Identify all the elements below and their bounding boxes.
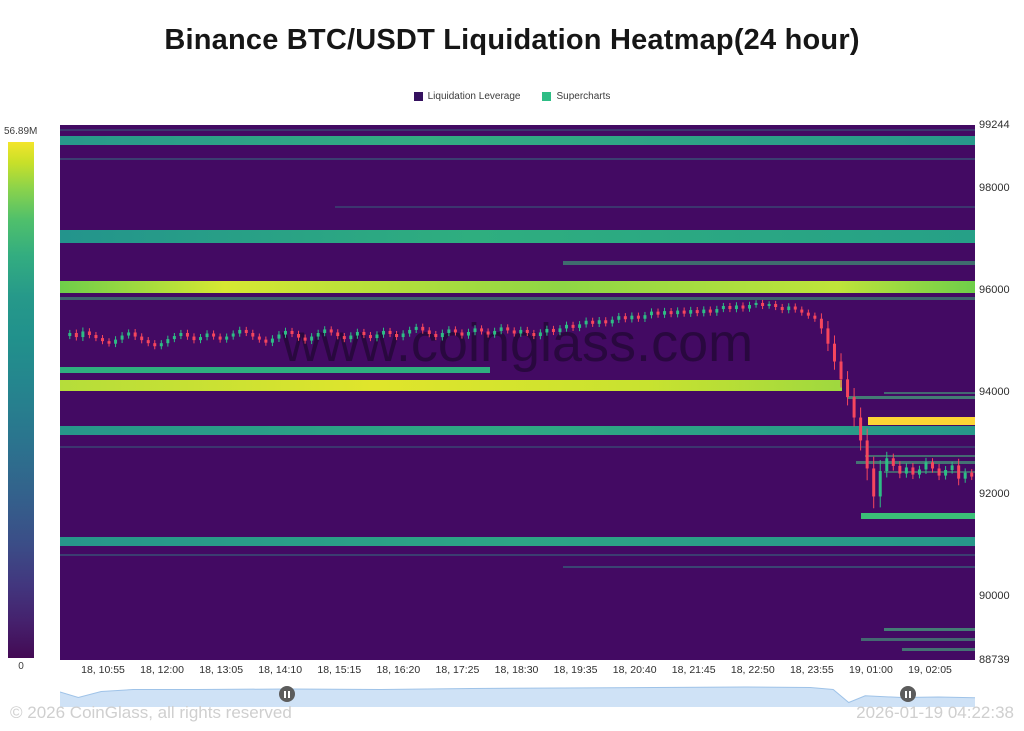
- price-axis-label: 96000: [979, 284, 1010, 297]
- time-axis-label: 18, 10:55: [81, 664, 125, 676]
- time-axis-label: 18, 23:55: [789, 664, 834, 676]
- price-axis-label: 98000: [979, 182, 1010, 195]
- price-axis-label: 94000: [979, 386, 1010, 399]
- liquidation-band: [60, 554, 975, 557]
- time-axis-label: 19, 02:05: [908, 664, 952, 676]
- page-title: Binance BTC/USDT Liquidation Heatmap(24 …: [164, 24, 860, 56]
- liquidation-band: [860, 513, 975, 520]
- liquidation-band: [60, 136, 975, 146]
- liquidation-band: [883, 627, 975, 631]
- legend-item-supercharts[interactable]: Supercharts: [542, 91, 610, 102]
- liquidation-band: [60, 281, 975, 294]
- liquidation-band: [60, 157, 975, 160]
- navigator-handle-left[interactable]: [278, 686, 295, 702]
- liquidation-band: [334, 206, 975, 209]
- liquidation-band: [901, 647, 975, 651]
- liquidation-band: [60, 229, 975, 243]
- navigator-handle-right[interactable]: [900, 686, 917, 702]
- liquidation-band: [846, 396, 975, 400]
- legend-swatch-green-icon: [542, 92, 552, 101]
- price-axis-label: 92000: [979, 487, 1010, 500]
- time-axis-label: 18, 17:25: [435, 664, 480, 676]
- liquidation-band: [865, 454, 975, 457]
- time-axis-label: 18, 15:15: [317, 664, 362, 676]
- legend-swatch-purple-icon: [413, 92, 423, 101]
- watermark: www.coinglass.com: [281, 313, 754, 373]
- legend-label: Liquidation Leverage: [427, 91, 521, 102]
- time-axis-label: 18, 22:50: [730, 664, 775, 676]
- chart-legend: Liquidation Leverage Supercharts: [0, 91, 1024, 102]
- legend-item-liquidation-leverage[interactable]: Liquidation Leverage: [413, 91, 521, 102]
- time-axis-label: 18, 20:40: [612, 664, 657, 676]
- price-axis-label: 90000: [979, 589, 1010, 602]
- liquidation-band: [860, 637, 975, 641]
- liquidation-band: [60, 379, 843, 391]
- liquidation-band: [883, 392, 975, 395]
- time-axis-label: 18, 16:20: [376, 664, 421, 676]
- liquidation-band: [563, 260, 975, 265]
- liquidation-band: [60, 445, 975, 448]
- heatmap-canvas[interactable]: www.coinglass.com: [60, 125, 975, 660]
- liquidation-bands-layer: [60, 125, 975, 660]
- liquidation-band: [867, 417, 975, 426]
- colorbar-min-label: 0: [18, 661, 24, 672]
- colorbar-max-label: 56.89M: [4, 126, 38, 137]
- time-axis-label: 18, 18:30: [494, 664, 539, 676]
- time-axis-label: 18, 21:45: [671, 664, 716, 676]
- navigator[interactable]: [60, 682, 975, 707]
- candlestick-layer: [68, 299, 974, 509]
- liquidation-band: [60, 537, 975, 547]
- liquidation-band: [563, 566, 975, 569]
- time-axis-label: 19, 01:00: [849, 664, 893, 676]
- liquidation-band: [60, 426, 975, 436]
- time-axis-label: 18, 12:00: [140, 664, 184, 676]
- footer: © 2026 CoinGlass, all rights reserved 20…: [0, 703, 1024, 723]
- time-axis-label: 18, 13:05: [199, 664, 244, 676]
- copyright-text: © 2026 CoinGlass, all rights reserved: [10, 703, 292, 722]
- price-axis-label: 99244: [979, 119, 1010, 131]
- time-axis-label: 18, 14:10: [258, 664, 303, 676]
- price-axis-label: 88739: [979, 654, 1010, 666]
- liquidation-band: [60, 367, 491, 374]
- liquidation-band: [60, 297, 975, 301]
- time-axis-label: 18, 19:35: [553, 664, 598, 676]
- liquidation-band: [856, 460, 975, 464]
- timestamp-text: 2026-01-19 04:22:38: [856, 703, 1014, 722]
- colorbar-gradient: [8, 142, 34, 658]
- liquidation-band: [883, 470, 975, 473]
- liquidation-band: [60, 128, 975, 131]
- legend-label: Supercharts: [556, 91, 611, 102]
